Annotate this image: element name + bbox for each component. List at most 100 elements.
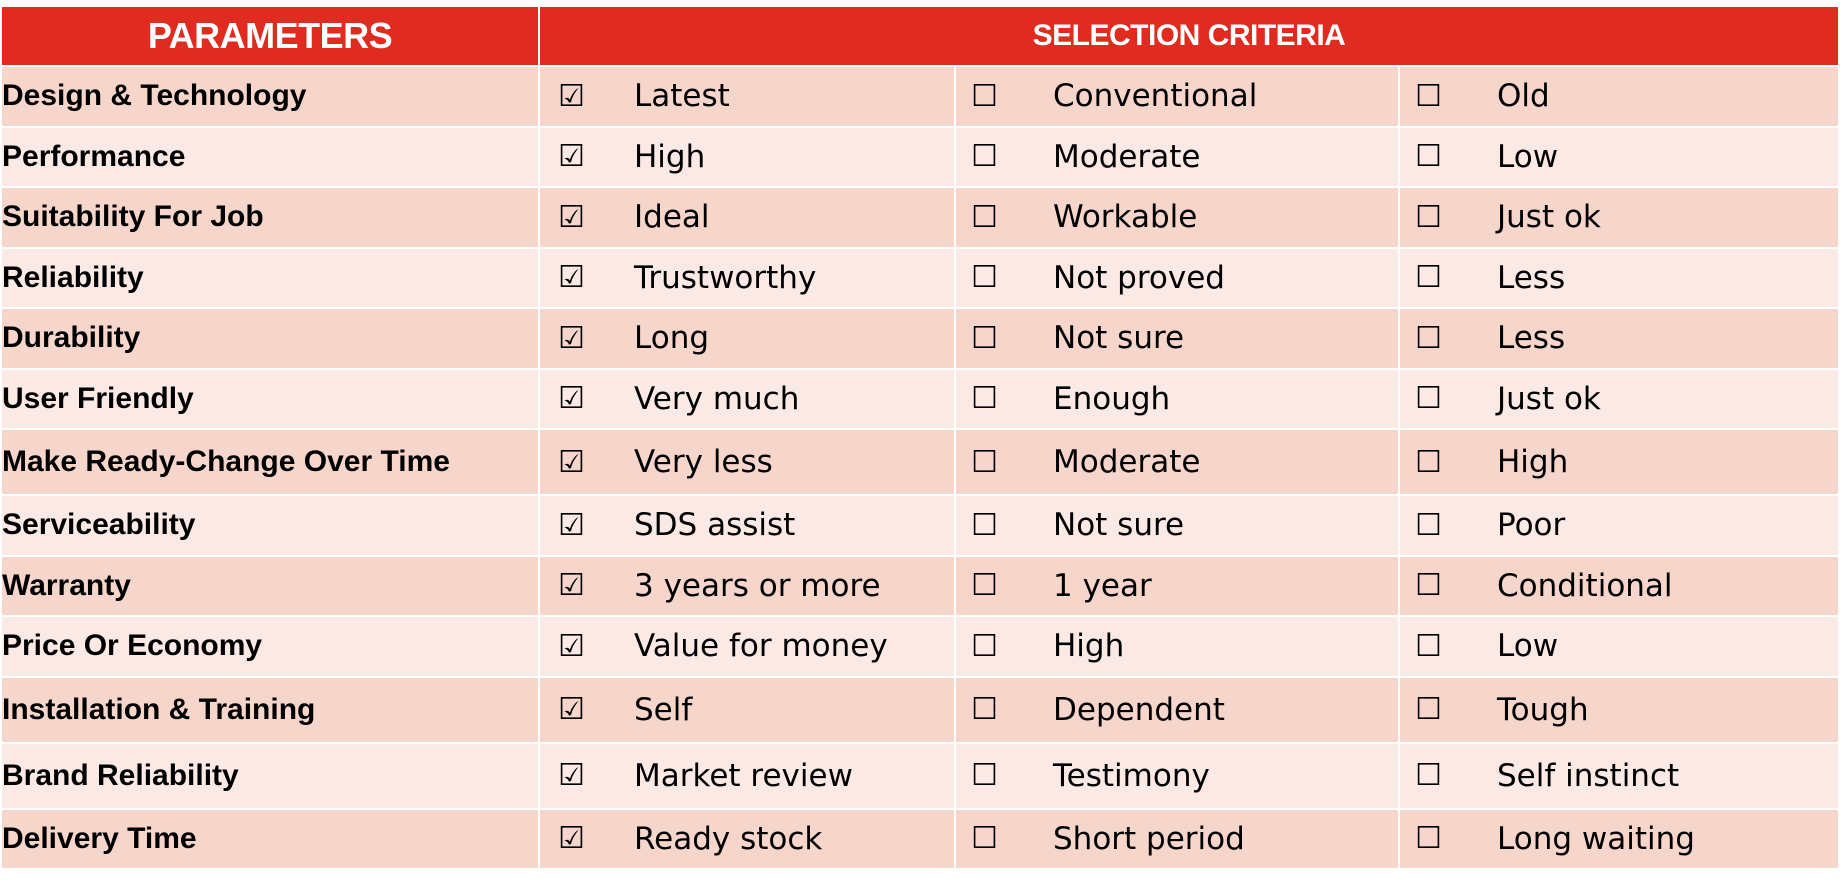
criteria-option: ☑ Very much <box>538 367 956 430</box>
unchecked-checkbox-icon[interactable]: ☐ <box>971 139 998 175</box>
header-row: PARAMETERS SELECTION CRITERIA <box>0 5 1840 67</box>
option-label: Ideal <box>634 199 710 236</box>
option-label: Market review <box>634 757 853 794</box>
checked-checkbox-icon[interactable]: ☑ <box>558 692 585 727</box>
criteria-option: ☐ Enough <box>954 367 1400 430</box>
parameter-label: Brand Reliability <box>0 741 540 810</box>
criteria-option: ☐ Conditional <box>1397 554 1840 617</box>
criteria-option: ☐ Low <box>1397 125 1840 188</box>
parameter-label: Price Or Economy <box>0 615 540 678</box>
unchecked-checkbox-icon[interactable]: ☐ <box>1415 507 1442 543</box>
option-label: Poor <box>1497 507 1566 544</box>
criteria-option: ☐ Moderate <box>954 125 1400 188</box>
criteria-option: ☑ SDS assist <box>538 494 956 557</box>
parameter-label: Serviceability <box>0 494 540 557</box>
criteria-option: ☑ Market review <box>538 741 956 810</box>
parameter-label: Durability <box>0 307 540 370</box>
table-row: Delivery Time ☑ Ready stock ☐ Short period ☐ L… <box>0 807 1840 870</box>
unchecked-checkbox-icon[interactable]: ☐ <box>1415 260 1442 296</box>
criteria-option: ☑ Value for money <box>538 615 956 678</box>
option-label: Low <box>1497 138 1559 175</box>
unchecked-checkbox-icon[interactable]: ☐ <box>1415 821 1442 857</box>
unchecked-checkbox-icon[interactable]: ☐ <box>971 758 998 793</box>
table-row: Installation & Training ☑ Self ☐ Dependent ☐ T… <box>0 675 1840 744</box>
option-label: Self instinct <box>1497 757 1680 794</box>
unchecked-checkbox-icon[interactable]: ☐ <box>971 444 998 480</box>
table-row: Make Ready-Change Over Time ☑ Very less ☐ Mo… <box>0 428 1840 496</box>
option-label: Conventional <box>1053 78 1258 115</box>
checked-checkbox-icon[interactable]: ☑ <box>558 507 585 543</box>
option-label: High <box>634 138 706 175</box>
parameters-header: PARAMETERS <box>0 5 540 67</box>
unchecked-checkbox-icon[interactable]: ☐ <box>1415 444 1442 480</box>
unchecked-checkbox-icon[interactable]: ☐ <box>971 199 998 235</box>
criteria-option: ☐ Conventional <box>954 65 1400 128</box>
option-label: Very less <box>634 444 773 480</box>
table-row: Reliability ☑ Trustworthy ☐ Not proved ☐ Less <box>0 246 1840 309</box>
option-label: Less <box>1497 320 1566 357</box>
option-label: High <box>1497 444 1569 480</box>
checked-checkbox-icon[interactable]: ☑ <box>558 758 585 793</box>
parameter-label: Delivery Time <box>0 807 540 870</box>
unchecked-checkbox-icon[interactable]: ☐ <box>1415 381 1442 417</box>
table-row: User Friendly ☑ Very much ☐ Enough ☐ Just ok <box>0 367 1840 430</box>
option-label: Conditional <box>1497 567 1673 604</box>
parameter-label: Installation & Training <box>0 675 540 744</box>
checked-checkbox-icon[interactable]: ☑ <box>558 628 585 664</box>
checked-checkbox-icon[interactable]: ☑ <box>558 320 585 356</box>
checked-checkbox-icon[interactable]: ☑ <box>558 139 585 175</box>
table-row: Price Or Economy ☑ Value for money ☐ High ☐ Lo… <box>0 615 1840 678</box>
checked-checkbox-icon[interactable]: ☑ <box>558 444 585 480</box>
option-label: Trustworthy <box>634 259 817 296</box>
criteria-option: ☑ Ready stock <box>538 807 956 870</box>
criteria-option: ☑ Very less <box>538 428 956 496</box>
option-label: 1 year <box>1053 567 1152 604</box>
criteria-option: ☐ Testimony <box>954 741 1400 810</box>
option-label: Old <box>1497 78 1550 115</box>
unchecked-checkbox-icon[interactable]: ☐ <box>971 381 998 417</box>
table-body: Design & Technology ☑ Latest ☐ Conventional ☐… <box>0 65 1840 870</box>
option-label: Not sure <box>1053 507 1185 544</box>
unchecked-checkbox-icon[interactable]: ☐ <box>971 821 998 857</box>
checked-checkbox-icon[interactable]: ☑ <box>558 260 585 296</box>
parameter-label: Warranty <box>0 554 540 617</box>
option-label: Latest <box>634 78 730 115</box>
unchecked-checkbox-icon[interactable]: ☐ <box>971 692 998 727</box>
unchecked-checkbox-icon[interactable]: ☐ <box>1415 628 1442 664</box>
option-label: Just ok <box>1497 199 1601 236</box>
criteria-option: ☐ Not proved <box>954 246 1400 309</box>
checked-checkbox-icon[interactable]: ☑ <box>558 821 585 857</box>
unchecked-checkbox-icon[interactable]: ☐ <box>971 320 998 356</box>
criteria-option: ☐ Moderate <box>954 428 1400 496</box>
checked-checkbox-icon[interactable]: ☑ <box>558 199 585 235</box>
unchecked-checkbox-icon[interactable]: ☐ <box>1415 78 1442 114</box>
unchecked-checkbox-icon[interactable]: ☐ <box>971 628 998 664</box>
unchecked-checkbox-icon[interactable]: ☐ <box>971 568 998 604</box>
unchecked-checkbox-icon[interactable]: ☐ <box>971 507 998 543</box>
criteria-option: ☐ Not sure <box>954 494 1400 557</box>
checked-checkbox-icon[interactable]: ☑ <box>558 78 585 114</box>
option-label: 3 years or more <box>634 567 881 604</box>
table-row: Durability ☑ Long ☐ Not sure ☐ Less <box>0 307 1840 370</box>
option-label: Dependent <box>1053 691 1225 728</box>
checked-checkbox-icon[interactable]: ☑ <box>558 568 585 604</box>
criteria-option: ☐ Just ok <box>1397 186 1840 249</box>
parameter-label: Reliability <box>0 246 540 309</box>
unchecked-checkbox-icon[interactable]: ☐ <box>1415 320 1442 356</box>
parameter-label: Performance <box>0 125 540 188</box>
unchecked-checkbox-icon[interactable]: ☐ <box>1415 692 1442 727</box>
option-label: Testimony <box>1053 757 1210 794</box>
criteria-option: ☐ Long waiting <box>1397 807 1840 870</box>
checked-checkbox-icon[interactable]: ☑ <box>558 381 585 417</box>
unchecked-checkbox-icon[interactable]: ☐ <box>1415 139 1442 175</box>
unchecked-checkbox-icon[interactable]: ☐ <box>971 260 998 296</box>
criteria-option: ☐ Just ok <box>1397 367 1840 430</box>
option-label: Short period <box>1053 820 1245 857</box>
unchecked-checkbox-icon[interactable]: ☐ <box>1415 199 1442 235</box>
selection-criteria-table: PARAMETERS SELECTION CRITERIA Design & T… <box>0 5 1840 870</box>
unchecked-checkbox-icon[interactable]: ☐ <box>1415 758 1442 793</box>
table-row: Suitability For Job ☑ Ideal ☐ Workable ☐ Just … <box>0 186 1840 249</box>
unchecked-checkbox-icon[interactable]: ☐ <box>971 78 998 114</box>
option-label: Enough <box>1053 380 1171 417</box>
unchecked-checkbox-icon[interactable]: ☐ <box>1415 568 1442 604</box>
